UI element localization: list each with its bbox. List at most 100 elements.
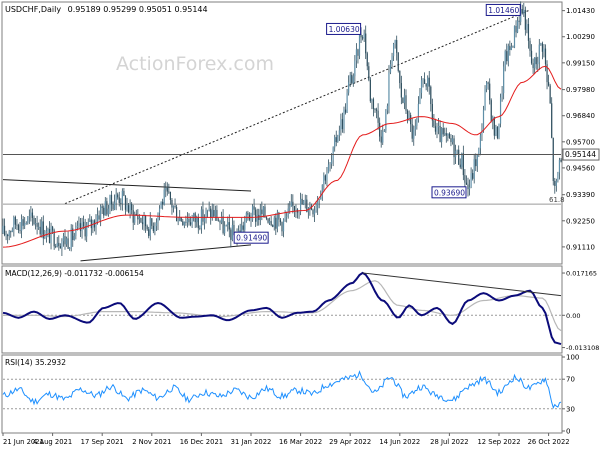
candle-body (224, 225, 226, 234)
candle-body (255, 209, 257, 222)
candle-body (98, 215, 100, 220)
candle-body (135, 213, 137, 216)
candle-body (548, 82, 550, 86)
candle-body (326, 172, 328, 181)
candle-body (486, 82, 488, 89)
candle-body (124, 195, 127, 210)
candle-body (546, 64, 548, 83)
candle-body (220, 216, 223, 223)
candle-body (408, 114, 410, 121)
candle-body (313, 210, 316, 215)
candle-body (428, 77, 430, 87)
candle-body (210, 208, 212, 218)
candle-body (137, 215, 139, 220)
candle-body (81, 221, 83, 232)
candle-body (503, 66, 505, 94)
candle-body (523, 9, 525, 14)
candle-body (482, 109, 485, 131)
candle-body (425, 83, 427, 87)
candle-body (315, 208, 317, 211)
candle-body (193, 213, 195, 218)
candle-body (406, 110, 409, 121)
candle-body (242, 225, 244, 230)
candle-body (261, 209, 263, 215)
candle-body (419, 92, 421, 104)
candle-body (205, 210, 207, 219)
candle-body (403, 95, 406, 103)
candle-body (207, 210, 209, 211)
candle-body (295, 209, 297, 212)
macd-signal-line (3, 280, 562, 332)
candle-body (476, 154, 478, 167)
candle-body (504, 51, 506, 67)
candle-body (225, 224, 227, 226)
candle-body (199, 228, 201, 229)
candle-body (495, 126, 497, 136)
candle-body (31, 212, 34, 218)
candle-body (36, 223, 38, 227)
candle-body (551, 103, 553, 138)
candle-body (521, 8, 523, 14)
candle-body (145, 215, 147, 227)
candle-body (459, 164, 461, 168)
candle-body (473, 159, 475, 179)
candle-body (507, 45, 509, 62)
candle-body (366, 53, 368, 67)
candle-body (149, 218, 151, 236)
candle-body (501, 93, 503, 98)
candle-body (393, 44, 395, 57)
candle-body (217, 220, 220, 222)
candle-body (75, 227, 77, 236)
price-annotation-label: 0.91490 (236, 234, 267, 243)
candle-body (464, 175, 466, 183)
candle-body (216, 209, 218, 221)
candle-body (374, 109, 376, 110)
candle-body (309, 205, 311, 211)
candle-body (362, 37, 364, 39)
candle-body (117, 194, 119, 198)
candle-body (424, 79, 426, 84)
candle-body (543, 48, 545, 52)
candle-body (355, 49, 357, 61)
macd-y-tick-label: 0.00 (566, 312, 580, 320)
candle-body (278, 212, 280, 220)
price-watermark: ActionForex.com (116, 53, 274, 75)
candle-body (123, 190, 125, 196)
candle-body (411, 124, 413, 139)
candle-body (169, 191, 171, 200)
x-tick-label: 16 Mar 2022 (279, 438, 322, 446)
candle-body (284, 216, 286, 220)
candle-body (34, 223, 37, 225)
candle-body (468, 187, 471, 190)
candle-body (129, 203, 131, 213)
candle-body (24, 223, 26, 226)
candle-body (163, 189, 165, 205)
candle-body (538, 44, 540, 63)
candle-body (228, 222, 230, 230)
candle-body (78, 223, 80, 226)
candle-body (104, 201, 106, 216)
candle-body (320, 196, 322, 200)
candle-body (489, 83, 491, 101)
candle-body (41, 221, 43, 235)
candle-body (56, 242, 58, 247)
price-trendline (80, 244, 252, 262)
price-y-tick-label: 0.92250 (566, 217, 595, 225)
price-y-tick-label: 0.94560 (566, 164, 595, 172)
candle-body (72, 228, 74, 241)
candle-body (470, 173, 472, 188)
candle-body (354, 60, 356, 77)
candle-body (414, 125, 416, 130)
candle-body (276, 212, 278, 229)
candle-body (27, 216, 29, 223)
candle-body (134, 213, 136, 223)
x-tick-label: 14 Jun 2022 (379, 438, 420, 446)
candle-body (59, 246, 61, 249)
x-tick-label: 29 Apr 2022 (329, 438, 371, 446)
candle-body (456, 149, 458, 151)
candle-body (493, 117, 495, 136)
candle-body (62, 236, 65, 242)
candle-body (399, 70, 401, 84)
